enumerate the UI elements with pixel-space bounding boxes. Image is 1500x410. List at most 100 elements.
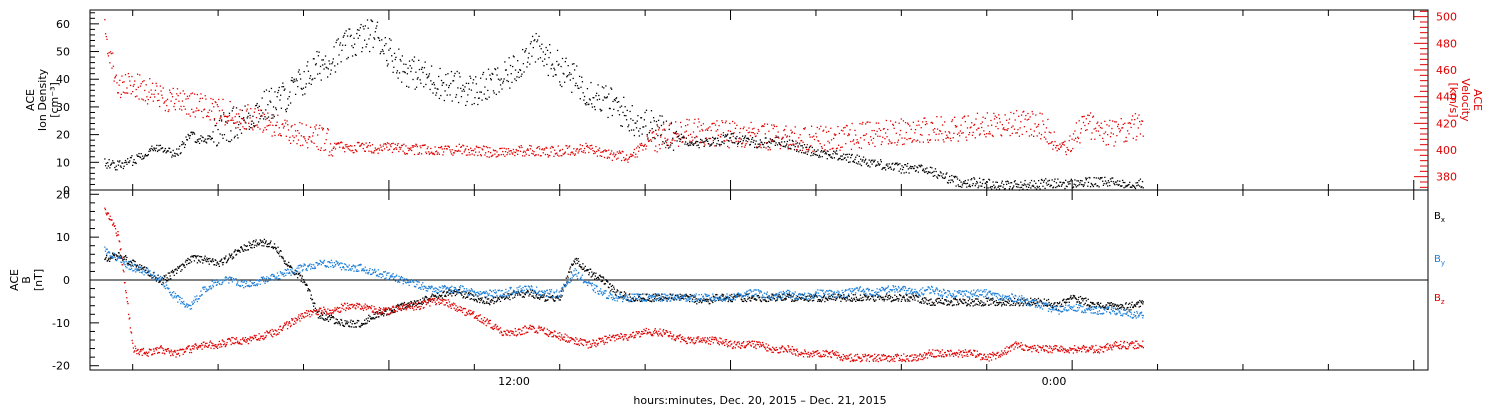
data-point xyxy=(225,139,228,141)
data-point xyxy=(790,148,792,150)
data-point xyxy=(338,321,340,323)
data-point xyxy=(949,137,952,140)
data-point xyxy=(963,181,965,183)
data-point xyxy=(902,168,904,171)
data-point xyxy=(1061,305,1063,308)
data-point xyxy=(1013,128,1016,130)
data-point xyxy=(253,240,255,242)
data-point xyxy=(155,147,157,149)
data-point xyxy=(143,80,145,82)
data-point xyxy=(196,93,199,96)
data-point xyxy=(456,70,458,73)
data-point xyxy=(262,112,264,114)
data-point xyxy=(287,129,290,131)
data-point xyxy=(1089,301,1092,303)
data-point xyxy=(1100,122,1102,124)
data-point xyxy=(552,294,554,297)
data-point xyxy=(539,57,542,59)
data-point xyxy=(831,157,833,159)
data-point xyxy=(636,299,639,302)
data-point xyxy=(673,132,675,134)
data-point xyxy=(175,297,177,299)
data-point xyxy=(746,293,748,295)
data-point xyxy=(712,141,715,144)
data-point xyxy=(975,183,977,185)
data-point xyxy=(203,257,206,259)
data-point xyxy=(1003,183,1005,186)
data-point xyxy=(739,127,742,130)
data-point xyxy=(590,81,592,84)
data-point xyxy=(272,117,274,119)
data-point xyxy=(650,139,652,141)
data-point xyxy=(718,124,720,127)
data-point xyxy=(168,287,170,290)
data-point xyxy=(357,142,359,144)
data-point xyxy=(912,298,914,301)
data-point xyxy=(1108,304,1111,306)
data-point xyxy=(510,150,512,152)
data-point xyxy=(583,150,585,152)
data-point xyxy=(227,115,229,118)
data-point xyxy=(339,44,341,46)
data-point xyxy=(438,97,441,100)
data-point xyxy=(412,78,414,81)
data-point xyxy=(780,297,782,299)
data-point xyxy=(189,115,191,117)
data-point xyxy=(570,271,572,273)
data-point xyxy=(1045,178,1047,180)
data-point xyxy=(1019,186,1021,189)
data-point xyxy=(724,134,727,136)
data-point xyxy=(110,255,113,257)
data-point xyxy=(547,74,549,77)
data-point xyxy=(733,132,735,134)
data-point xyxy=(119,160,121,162)
data-point xyxy=(653,300,655,303)
data-point xyxy=(373,150,376,152)
data-point xyxy=(1031,185,1033,187)
data-point xyxy=(933,302,935,304)
data-point xyxy=(502,80,505,82)
data-point xyxy=(1010,182,1012,184)
data-point xyxy=(454,72,456,75)
data-point xyxy=(921,121,924,123)
data-point xyxy=(883,300,885,302)
data-point xyxy=(438,153,441,155)
data-point xyxy=(1095,305,1098,308)
data-point xyxy=(819,156,821,158)
data-point xyxy=(292,140,295,142)
data-point xyxy=(413,300,416,302)
data-point xyxy=(541,294,543,296)
data-point xyxy=(891,296,894,299)
data-point xyxy=(161,283,163,286)
data-point xyxy=(358,141,360,144)
data-point xyxy=(171,295,173,297)
data-point xyxy=(1009,134,1011,137)
data-point xyxy=(307,290,309,292)
data-point xyxy=(107,259,109,262)
data-point xyxy=(1067,183,1070,185)
data-point xyxy=(652,131,655,133)
data-point xyxy=(968,133,970,136)
data-point xyxy=(302,136,305,138)
data-point xyxy=(987,297,989,300)
data-point xyxy=(419,302,421,304)
data-point xyxy=(318,315,321,318)
data-point xyxy=(624,106,626,108)
data-point xyxy=(909,300,911,302)
data-point xyxy=(248,125,251,128)
data-point xyxy=(660,297,662,299)
data-point xyxy=(707,299,710,301)
data-point xyxy=(475,83,478,85)
data-point xyxy=(158,144,160,147)
data-point xyxy=(1033,130,1036,132)
data-point xyxy=(1067,298,1070,300)
data-point xyxy=(243,119,245,122)
data-point xyxy=(162,281,164,284)
data-point xyxy=(447,145,449,147)
data-point xyxy=(124,159,127,162)
data-point xyxy=(531,150,534,152)
data-point xyxy=(903,143,905,145)
data-point xyxy=(754,143,757,145)
data-point xyxy=(512,55,515,57)
data-point xyxy=(915,294,917,296)
